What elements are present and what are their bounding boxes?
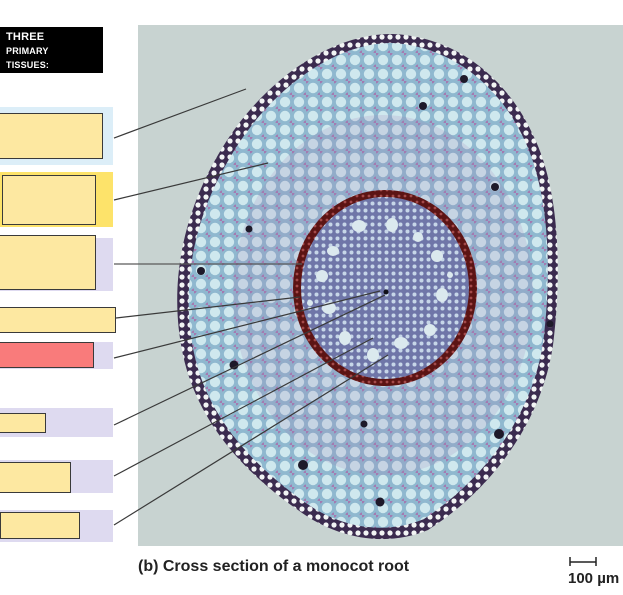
scale-bar: 100 µm [568,553,623,593]
label-box-5[interactable] [0,342,94,368]
root-micrograph [138,25,623,546]
figure-caption: (b) Cross section of a monocot root [138,558,410,575]
label-box-4[interactable] [0,307,116,333]
header-line-2: PRIMARY [6,46,49,56]
label-box-6[interactable] [0,413,46,433]
vascular-cylinder [301,197,469,379]
label-box-8[interactable] [0,512,80,539]
header-line-3: TISSUES: [6,60,50,70]
label-box-3[interactable] [0,235,96,290]
tissue-header: THREE PRIMARY TISSUES: [0,27,103,73]
label-box-7[interactable] [0,462,71,493]
root-cross-section-illustration [177,33,558,540]
label-box-2[interactable] [2,175,96,225]
scale-bar-label: 100 µm [568,570,620,587]
header-line-1: THREE [6,31,45,43]
label-box-1[interactable] [0,113,103,159]
scale-bar-line [569,557,597,566]
